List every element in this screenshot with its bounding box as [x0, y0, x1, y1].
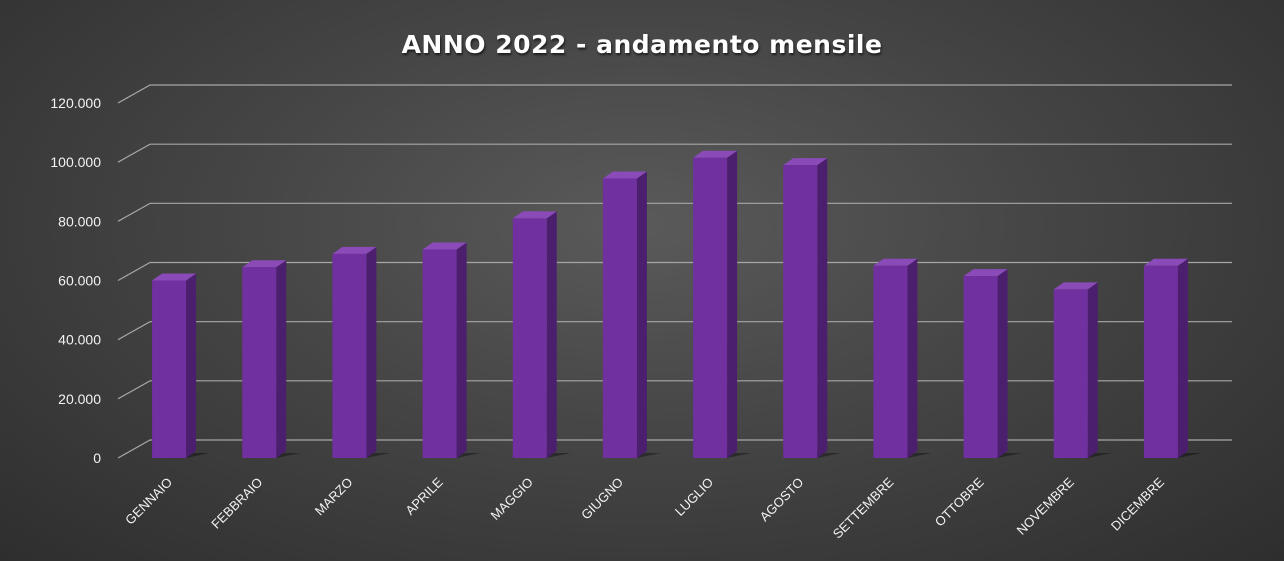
gridline: [117, 380, 1232, 400]
bar: [242, 260, 287, 458]
bar: [422, 242, 467, 458]
bars: [152, 150, 1188, 458]
gridlines: [117, 84, 1232, 459]
gridline: [117, 84, 1232, 104]
bar: [963, 269, 1008, 458]
bar-front: [332, 253, 367, 458]
bar: [512, 211, 557, 458]
bar-front: [783, 165, 818, 458]
gridline: [117, 439, 1232, 459]
x-tick-label: NOVEMBRE: [1014, 474, 1077, 537]
bar-top: [422, 242, 467, 250]
bar: [783, 158, 828, 458]
x-tick-label: AGOSTO: [757, 475, 807, 525]
bar-front: [693, 157, 728, 458]
y-tick-label: 60.000: [58, 273, 101, 289]
bar-top: [152, 273, 197, 281]
bar-front: [512, 218, 547, 458]
x-tick-label: DICEMBRE: [1108, 474, 1167, 533]
bar-top: [1143, 258, 1188, 266]
bar: [1053, 282, 1098, 458]
x-tick-label: FEBBRAIO: [208, 475, 265, 532]
bar-front: [242, 267, 277, 458]
y-tick-label: 100.000: [50, 154, 101, 170]
bar-front: [152, 280, 187, 458]
y-axis: 0 20.000 40.000 60.000 80.000 100.000 120.000: [50, 95, 101, 466]
bar-top: [602, 171, 647, 179]
bar-top: [242, 260, 287, 268]
bar: [873, 258, 918, 458]
x-tick-label: GIUGNO: [578, 475, 626, 523]
x-tick-label: SETTEMBRE: [830, 474, 897, 541]
chart-title: ANNO 2022 - andamento mensile: [401, 30, 883, 59]
bar-side: [1177, 258, 1188, 458]
bar-top: [332, 246, 377, 254]
bar: [1143, 258, 1188, 458]
gridline: [117, 143, 1232, 163]
bar-side: [456, 242, 467, 458]
bar-side: [727, 150, 738, 458]
bar-front: [873, 265, 908, 458]
bar: [332, 246, 377, 458]
bar-side: [366, 246, 377, 458]
bar-top: [873, 258, 918, 266]
bar-front: [1143, 265, 1178, 458]
bar: [602, 171, 647, 458]
bar-front: [963, 276, 998, 458]
bar-side: [546, 211, 557, 458]
x-tick-label: MARZO: [312, 475, 356, 519]
bar: [693, 150, 738, 458]
bar-front: [422, 249, 457, 458]
bar-front: [1053, 289, 1088, 458]
bar-side: [997, 269, 1008, 458]
bar-side: [276, 260, 287, 458]
y-tick-label: 20.000: [58, 391, 101, 407]
x-tick-label: OTTOBRE: [932, 474, 987, 529]
bar-side: [1087, 282, 1098, 458]
y-tick-label: 120.000: [50, 95, 101, 111]
x-tick-label: MAGGIO: [487, 475, 535, 523]
bar-top: [693, 150, 738, 158]
bar: [152, 273, 197, 458]
bar-side: [186, 273, 197, 458]
bar-side: [817, 158, 828, 458]
bar-top: [1053, 282, 1098, 290]
x-tick-label: GENNAIO: [122, 475, 175, 528]
gridline: [117, 261, 1232, 282]
bar-top: [512, 211, 557, 219]
x-tick-label: APRILE: [402, 474, 446, 518]
y-tick-label: 0: [93, 450, 101, 466]
bar-top: [963, 269, 1008, 277]
bar-shadows: [152, 453, 1202, 458]
gridline: [117, 321, 1232, 341]
gridline: [117, 202, 1232, 222]
bar-front: [602, 178, 637, 458]
y-tick-label: 80.000: [58, 213, 101, 229]
x-axis: GENNAIO FEBBRAIO MARZO APRILE MAGGIO GIUGNO LU…: [122, 474, 1167, 541]
bar-top: [783, 158, 828, 166]
y-tick-label: 40.000: [58, 332, 101, 348]
bar-side: [907, 258, 918, 458]
bar-side: [636, 171, 647, 458]
x-tick-label: LUGLIO: [672, 475, 716, 519]
